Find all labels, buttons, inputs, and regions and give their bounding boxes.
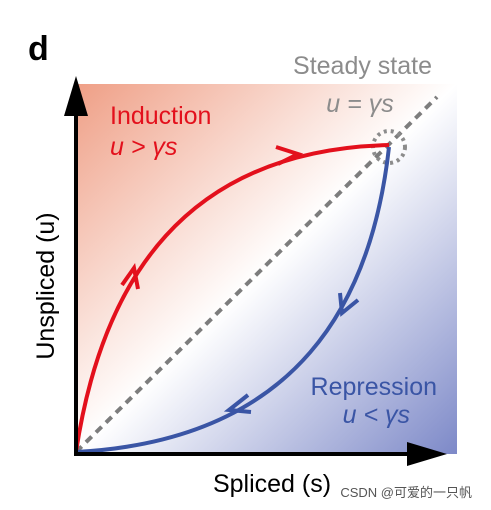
panel-label: d xyxy=(28,30,49,68)
y-axis-label: Unspliced (u) xyxy=(32,212,60,359)
repression-curve xyxy=(75,146,391,454)
induction-arrowhead-1 xyxy=(120,262,140,290)
steady-state-title: Steady state xyxy=(293,52,432,80)
repression-condition: u < γs xyxy=(343,401,410,429)
x-axis-label: Spliced (s) xyxy=(213,470,331,498)
steady-state-equation: u = γs xyxy=(326,90,393,118)
repression-arrowhead-1 xyxy=(338,292,360,317)
x-axis-arrowhead xyxy=(407,442,447,466)
induction-title: Induction xyxy=(110,102,211,130)
y-axis-arrowhead xyxy=(64,76,88,116)
induction-condition: u > γs xyxy=(110,133,177,161)
induction-curve xyxy=(74,143,390,453)
induction-arrowhead-2 xyxy=(275,145,304,166)
watermark-text: CSDN @可爱的一只帆 xyxy=(340,485,472,500)
repression-arrowhead-2 xyxy=(223,393,252,414)
steady-state-diagonal-line xyxy=(74,95,439,454)
repression-title: Repression xyxy=(311,373,437,401)
